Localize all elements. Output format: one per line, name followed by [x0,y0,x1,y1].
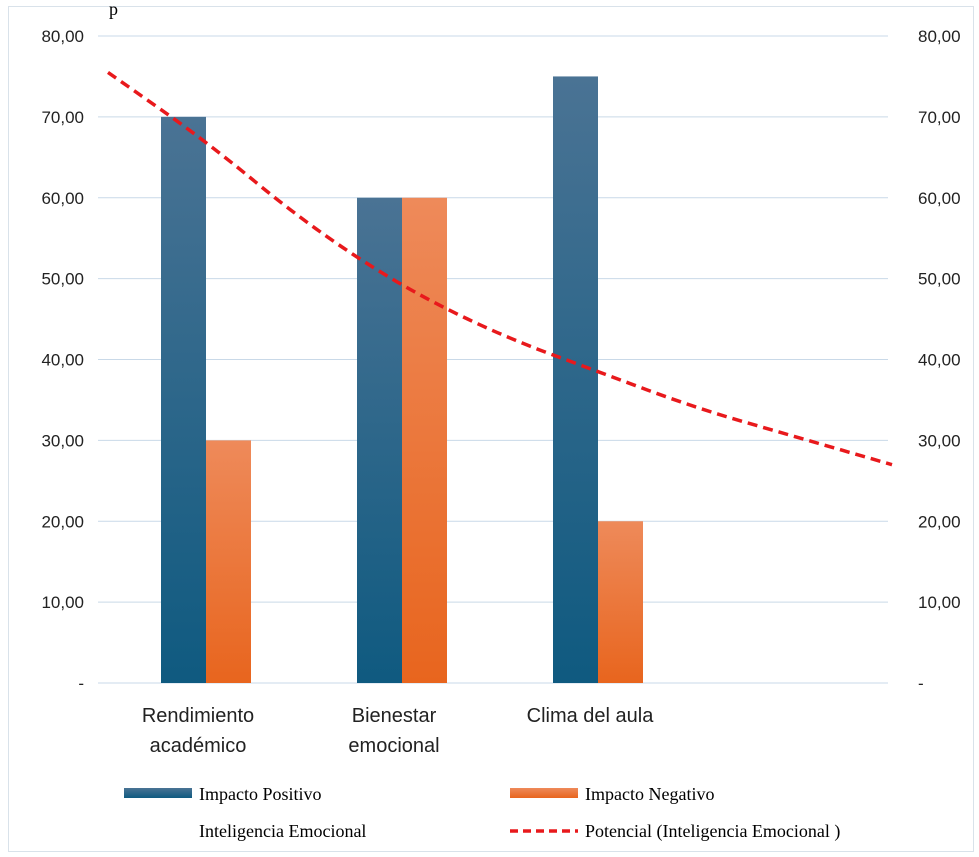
x-category-label: Clima del aula [527,705,655,727]
top-text-fragment: p [109,0,118,19]
bar-impacto-positivo [161,116,206,683]
axes: - - 10,00 10,00 20,00 20,00 30,00 30,00 40,00 40,… [41,27,960,757]
trendline-potencial [106,70,893,467]
y-tick-label-left: 10,00 [41,593,84,612]
legend-label-impacto-positivo: Impacto Positivo [199,784,322,804]
x-category-label: Bienestar [352,705,437,727]
legend-label-inteligencia-emocional: Inteligencia Emocional [199,821,366,841]
y-tick-label-left: 70,00 [41,108,84,127]
legend-swatch-impacto-positivo [124,788,192,798]
y-tick-label-right: - [918,674,924,693]
legend-label-impacto-negativo: Impacto Negativo [585,784,714,804]
y-tick-label-right: 70,00 [918,108,961,127]
y-tick-label-right: 50,00 [918,270,961,289]
y-tick-label-left: 50,00 [41,270,84,289]
bar-impacto-positivo [553,76,598,683]
y-tick-label-right: 80,00 [918,27,961,46]
y-tick-label-right: 20,00 [918,512,961,531]
trendline-layer [106,70,893,467]
y-tick-label-right: 10,00 [918,593,961,612]
x-category-label: emocional [348,735,439,757]
y-tick-label-right: 60,00 [918,189,961,208]
y-tick-label-left: 40,00 [41,351,84,370]
y-tick-label-left: 20,00 [41,512,84,531]
y-tick-label-left: 60,00 [41,189,84,208]
x-category-label: académico [150,735,247,757]
y-tick-label-right: 30,00 [918,431,961,450]
legend-swatch-impacto-negativo [510,788,578,798]
gridlines [98,35,888,684]
y-tick-label-right: 40,00 [918,351,961,370]
y-tick-label-left: 80,00 [41,27,84,46]
y-tick-label-left: - [78,674,84,693]
bar-impacto-negativo [206,440,251,683]
bars [161,76,643,683]
y-tick-label-left: 30,00 [41,431,84,450]
legend-label-potencial: Potencial (Inteligencia Emocional ) [585,821,840,842]
legend: Impacto Positivo Impacto Negativo Intelige… [124,784,840,842]
x-category-label: Rendimiento [142,705,254,727]
bar-impacto-negativo [402,197,447,683]
bar-impacto-negativo [598,521,643,683]
